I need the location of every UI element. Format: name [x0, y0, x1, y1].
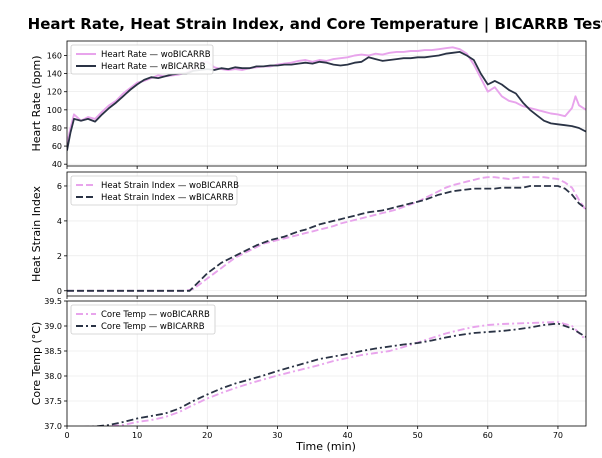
y-tick-label: 80: [52, 124, 62, 133]
x-tick-label: 30: [272, 431, 282, 440]
x-tick-label: 40: [342, 431, 352, 440]
x-tick-label: 10: [132, 431, 142, 440]
legend: Heat Strain Index — woBICARRB Heat Strain…: [70, 175, 239, 206]
y-axis-label: Heart Rate (bpm): [30, 55, 43, 151]
legend-label: Core Temp — woBICARRB: [101, 310, 210, 320]
legend-box: [70, 44, 214, 75]
y-tick-label: 4: [57, 217, 62, 226]
legend: Core Temp — woBICARRB Core Temp — wBICARR…: [70, 304, 216, 335]
x-tick-label: 0: [64, 431, 69, 440]
y-axis-label: Heat Strain Index: [30, 186, 43, 282]
plot-frame: [66, 300, 587, 427]
x-tick-label: 50: [413, 431, 423, 440]
y-tick-label: 39.0: [44, 322, 62, 331]
y-tick-label: 160: [47, 51, 62, 60]
y-tick-label: 38.5: [44, 347, 62, 356]
x-tick-label: 20: [202, 431, 212, 440]
legend-label: Heat Strain Index — wBICARRB: [101, 193, 234, 203]
x-tick-label: 60: [483, 431, 493, 440]
x-tick-label: 70: [553, 431, 563, 440]
legend-label: Heat Strain Index — woBICARRB: [101, 181, 239, 191]
legend-box: [70, 175, 238, 206]
legend-label: Heart Rate — wBICARRB: [101, 62, 206, 72]
y-tick-label: 60: [52, 142, 62, 151]
legend-label: Core Temp — wBICARRB: [101, 322, 205, 332]
panel-3: 37.0 37.5 38.0 38.5 39.0 39.5 0 10 20 30 40 50 60 70 C…: [30, 297, 587, 440]
y-tick-label: 37.0: [44, 422, 62, 431]
legend-box: [70, 304, 216, 335]
y-tick-label: 38.0: [44, 372, 62, 381]
series-line-wobicarrb: [67, 176, 586, 292]
y-tick-label: 0: [57, 287, 62, 296]
chart-title: Heart Rate, Heat Strain Index, and Core …: [28, 15, 602, 34]
y-tick-label: 40: [52, 160, 62, 169]
y-tick-label: 100: [47, 106, 62, 115]
y-tick-label: 37.5: [44, 397, 62, 406]
x-axis-label: Time (min): [295, 440, 356, 453]
y-tick-label: 2: [57, 252, 62, 261]
y-tick-label: 39.5: [44, 297, 62, 306]
series-line-wobicarrb: [82, 321, 586, 426]
y-tick-label: 6: [57, 182, 62, 191]
plot-frame: [66, 40, 587, 167]
series-line-wbicarrb: [83, 322, 586, 426]
plot-frame: [66, 171, 587, 297]
y-tick-label: 120: [47, 88, 62, 97]
legend: Heart Rate — woBICARRB Heart Rate — wBICA…: [70, 44, 214, 75]
panel-1: 40 60 80 100 120 140 160 Heart Rate (bpm) Heart …: [30, 40, 587, 169]
y-tick-label: 140: [47, 70, 62, 79]
panel-2: 0 2 4 6 Heat Strain Index Heat Strain Index —…: [30, 171, 587, 299]
y-axis-label: Core Temp (°C): [30, 322, 43, 406]
series-line-wbicarrb: [67, 185, 586, 292]
series-line-wbicarrb: [67, 51, 586, 151]
legend-label: Heart Rate — woBICARRB: [101, 50, 211, 60]
